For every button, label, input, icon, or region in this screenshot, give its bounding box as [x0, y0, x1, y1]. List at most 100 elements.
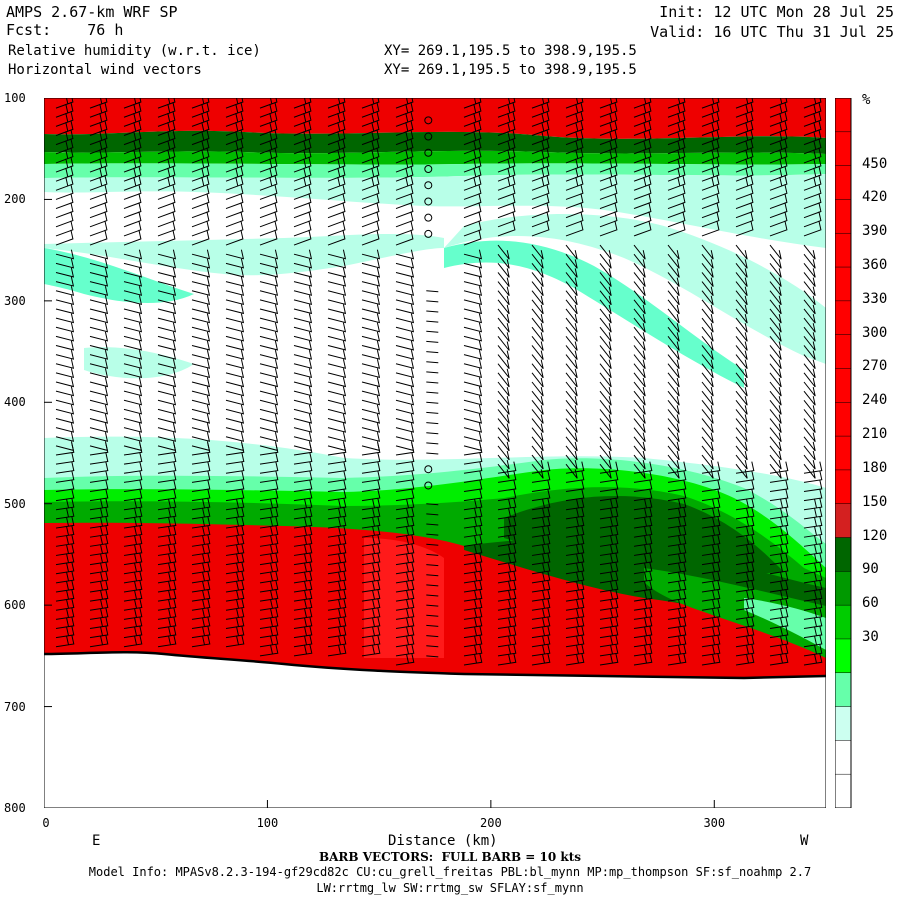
wind-barb	[463, 174, 482, 191]
wind-barb	[55, 295, 75, 305]
wind-barb	[327, 165, 346, 182]
wind-barb	[803, 497, 823, 511]
calm-circle	[424, 197, 433, 206]
wind-barb	[769, 409, 782, 424]
wind-barb	[395, 101, 414, 118]
wind-barb	[633, 598, 653, 611]
wind-barb	[701, 445, 714, 461]
wind-barb	[497, 308, 510, 324]
wind-barb	[463, 432, 483, 442]
wind-barb	[327, 322, 347, 333]
wind-barb	[463, 313, 483, 324]
wind-barb	[497, 427, 510, 443]
wind-barb	[327, 304, 347, 315]
wind-barb	[395, 249, 415, 260]
wind-barb	[803, 184, 822, 200]
wind-barb	[157, 516, 177, 529]
wind-barb	[531, 616, 551, 629]
wind-barb	[259, 422, 279, 433]
wind-barb	[497, 138, 516, 155]
wind-barb	[225, 580, 245, 593]
wind-barb	[123, 552, 143, 566]
wind-barb	[89, 202, 108, 219]
wind-barb	[565, 326, 578, 342]
wind-barb	[531, 98, 550, 109]
wind-barb	[667, 147, 686, 164]
wind-barb	[225, 349, 245, 360]
wind-barb	[395, 534, 415, 547]
wind-barb	[361, 193, 380, 210]
wind-barb	[735, 220, 754, 237]
wind-barb	[395, 644, 415, 657]
wind-barb	[803, 253, 816, 269]
calm-circle	[424, 181, 433, 190]
wind-barb	[225, 304, 245, 315]
wind-barb	[497, 598, 517, 611]
wind-barb	[191, 422, 211, 433]
wind-barb	[667, 516, 687, 529]
wind-barb	[803, 363, 816, 379]
wind-barb	[599, 281, 612, 297]
wind-barb	[293, 507, 313, 520]
colorbar-label: 420	[862, 189, 888, 206]
colorbar-swatch	[835, 266, 852, 302]
wind-barb	[599, 479, 619, 493]
wind-barb	[361, 561, 381, 575]
wind-barb	[191, 570, 211, 584]
wind-barb	[55, 147, 74, 164]
wind-barb	[769, 281, 782, 297]
wind-barb	[701, 570, 721, 584]
colorbar-label: 180	[862, 459, 888, 476]
wind-barb	[259, 98, 278, 109]
wind-barb	[565, 111, 584, 127]
wind-barb	[55, 598, 75, 611]
wind-barb	[259, 386, 279, 397]
wind-barb	[463, 479, 483, 493]
wind-barb	[667, 644, 687, 657]
wind-barb	[497, 147, 516, 164]
wind-barb	[667, 409, 680, 424]
wind-barb	[89, 211, 108, 228]
wind-barb	[735, 381, 748, 397]
wind-barb	[327, 193, 346, 210]
wind-barb	[259, 570, 279, 584]
wind-barb	[565, 299, 578, 315]
wind-barb	[259, 543, 279, 556]
wind-barb	[667, 308, 680, 324]
calm-circle	[424, 148, 433, 157]
wind-barb	[497, 644, 517, 657]
wind-barb	[225, 516, 245, 529]
wind-barb	[123, 295, 143, 305]
wind-barb	[395, 193, 414, 210]
wind-barb	[293, 184, 312, 200]
wind-barb	[565, 290, 578, 306]
wind-barb	[803, 534, 823, 547]
wind-barb	[633, 470, 653, 483]
wind-barb	[123, 443, 143, 456]
wind-barb	[123, 304, 143, 315]
wind-barb	[55, 497, 75, 511]
wind-barb	[565, 454, 578, 470]
wind-barb	[463, 120, 482, 136]
wind-barb	[735, 418, 748, 433]
wind-barb	[55, 470, 75, 483]
wind-barb	[123, 377, 143, 388]
wind-barb	[225, 461, 245, 474]
wind-barb	[293, 432, 313, 442]
wind-barb	[123, 580, 143, 593]
wind-barb	[327, 156, 346, 173]
wind-barb	[769, 138, 788, 155]
wind-barb	[735, 436, 748, 452]
wind-barb	[327, 386, 347, 397]
wind-barb	[667, 220, 686, 237]
wind-barb	[293, 304, 313, 315]
wind-barb	[327, 147, 346, 164]
wind-barb	[395, 156, 414, 173]
wind-barb	[701, 290, 714, 306]
wind-barb	[531, 461, 551, 474]
wind-barb	[157, 452, 177, 465]
wind-barb	[259, 644, 279, 657]
wind-barb	[327, 413, 347, 424]
wind-barb	[497, 552, 517, 566]
wind-barb	[395, 488, 415, 502]
